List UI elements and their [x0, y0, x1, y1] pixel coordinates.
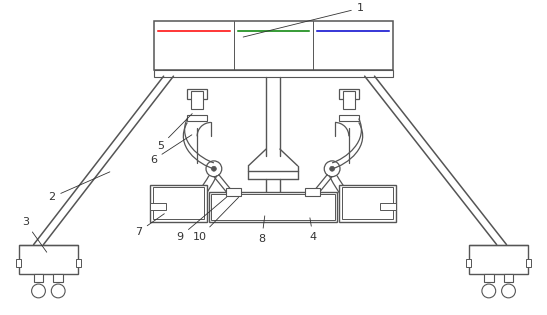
- Bar: [154, 21, 393, 70]
- Text: 2: 2: [48, 172, 110, 202]
- Bar: [33, 274, 43, 282]
- Text: 7: 7: [135, 214, 164, 237]
- Bar: [19, 245, 78, 274]
- Bar: [153, 187, 204, 219]
- Bar: [342, 187, 393, 219]
- Bar: [469, 245, 528, 274]
- Bar: [339, 115, 359, 122]
- Bar: [380, 203, 396, 210]
- Bar: [76, 260, 81, 267]
- Bar: [187, 115, 207, 122]
- Bar: [150, 203, 166, 210]
- Bar: [305, 188, 321, 196]
- Text: 6: 6: [150, 135, 192, 165]
- Text: 5: 5: [157, 114, 192, 151]
- Bar: [484, 274, 494, 282]
- Text: 3: 3: [22, 217, 46, 252]
- Circle shape: [212, 166, 217, 171]
- Bar: [339, 185, 396, 222]
- Bar: [226, 188, 241, 196]
- Bar: [343, 91, 355, 109]
- Text: 4: 4: [310, 218, 317, 242]
- Bar: [187, 89, 207, 99]
- Bar: [150, 185, 207, 222]
- Bar: [191, 91, 203, 109]
- Bar: [339, 89, 359, 99]
- Bar: [211, 194, 335, 220]
- Bar: [209, 192, 337, 222]
- Bar: [53, 274, 63, 282]
- Bar: [16, 260, 21, 267]
- Bar: [466, 260, 471, 267]
- Text: 8: 8: [258, 216, 265, 244]
- Circle shape: [330, 166, 335, 171]
- Text: 1: 1: [243, 3, 364, 37]
- Bar: [154, 70, 393, 77]
- Bar: [526, 260, 531, 267]
- Text: 9: 9: [177, 197, 226, 242]
- Text: 10: 10: [193, 198, 238, 242]
- Bar: [504, 274, 514, 282]
